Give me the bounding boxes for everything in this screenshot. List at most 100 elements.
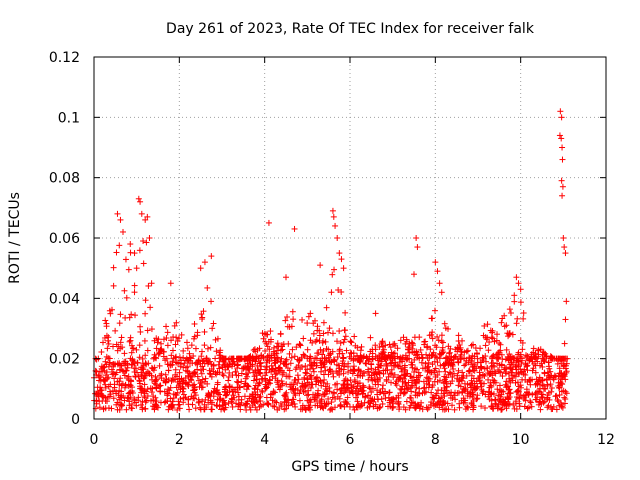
data-point: [242, 363, 249, 370]
data-point: [155, 336, 162, 343]
data-point: [524, 353, 531, 360]
data-point: [545, 389, 552, 396]
data-point: [264, 400, 271, 407]
data-point: [139, 365, 146, 372]
data-point: [334, 393, 341, 400]
data-point: [361, 394, 368, 401]
data-point: [259, 389, 266, 396]
data-point: [458, 374, 465, 381]
data-point: [559, 144, 566, 151]
data-point: [237, 406, 244, 413]
data-point: [297, 387, 304, 394]
data-point: [307, 310, 314, 317]
data-point: [491, 338, 498, 345]
data-point: [127, 378, 134, 385]
data-point: [539, 355, 546, 362]
data-point: [505, 370, 512, 377]
data-point: [425, 363, 432, 370]
data-point: [127, 334, 134, 341]
data-point: [530, 345, 537, 352]
data-point: [225, 373, 232, 380]
data-point: [527, 398, 534, 405]
data-point: [329, 207, 336, 214]
data-point: [338, 288, 345, 295]
data-point: [358, 343, 365, 350]
data-point: [263, 363, 270, 370]
data-point: [162, 371, 169, 378]
data-point: [408, 361, 415, 368]
data-point: [278, 378, 285, 385]
data-point: [303, 392, 310, 399]
data-point: [164, 342, 171, 349]
data-point: [172, 366, 179, 373]
data-point: [291, 353, 298, 360]
data-point: [515, 280, 522, 287]
data-point: [537, 381, 544, 388]
data-point: [216, 365, 223, 372]
data-point: [262, 375, 269, 382]
data-point: [103, 332, 110, 339]
data-point: [201, 328, 208, 335]
data-point: [306, 381, 313, 388]
data-point: [318, 403, 325, 410]
data-point: [347, 338, 354, 345]
data-point: [442, 387, 449, 394]
data-point: [395, 399, 402, 406]
data-point: [517, 286, 524, 293]
data-point: [163, 375, 170, 382]
data-point: [422, 360, 429, 367]
data-point: [148, 326, 155, 333]
data-point: [151, 351, 158, 358]
data-point: [307, 365, 314, 372]
data-point: [199, 316, 206, 323]
data-point: [297, 365, 304, 372]
data-point: [395, 401, 402, 408]
data-point: [481, 404, 488, 411]
data-point: [419, 355, 426, 362]
data-point: [376, 404, 383, 411]
data-point: [415, 401, 422, 408]
data-point: [116, 242, 123, 249]
data-point: [479, 357, 486, 364]
data-point: [234, 361, 241, 368]
data-point: [520, 368, 527, 375]
data-point: [561, 394, 568, 401]
data-point: [184, 356, 191, 363]
data-point: [98, 349, 105, 356]
data-point: [143, 397, 150, 404]
data-point: [391, 362, 398, 369]
data-point: [452, 396, 459, 403]
data-point: [191, 320, 198, 327]
data-point: [445, 371, 452, 378]
data-point: [191, 386, 198, 393]
data-point: [317, 368, 324, 375]
data-point: [367, 385, 374, 392]
data-point: [138, 401, 145, 408]
data-point: [163, 323, 170, 330]
data-point: [137, 383, 144, 390]
data-point: [369, 356, 376, 363]
data-point: [102, 377, 109, 384]
data-point: [260, 335, 267, 342]
data-point: [478, 386, 485, 393]
data-point: [544, 382, 551, 389]
data-point: [489, 362, 496, 369]
data-point: [422, 338, 429, 345]
data-point: [222, 366, 229, 373]
data-point: [174, 337, 181, 344]
data-point: [401, 385, 408, 392]
data-point: [351, 333, 358, 340]
data-point: [553, 406, 560, 413]
data-point: [457, 353, 464, 360]
data-point: [345, 360, 352, 367]
data-point: [489, 353, 496, 360]
data-point: [116, 320, 123, 327]
data-point: [111, 381, 118, 388]
data-point: [482, 358, 489, 365]
data-point: [102, 384, 109, 391]
data-point: [228, 355, 235, 362]
data-point: [117, 311, 124, 318]
data-point: [406, 404, 413, 411]
data-point: [444, 390, 451, 397]
data-point: [283, 361, 290, 368]
